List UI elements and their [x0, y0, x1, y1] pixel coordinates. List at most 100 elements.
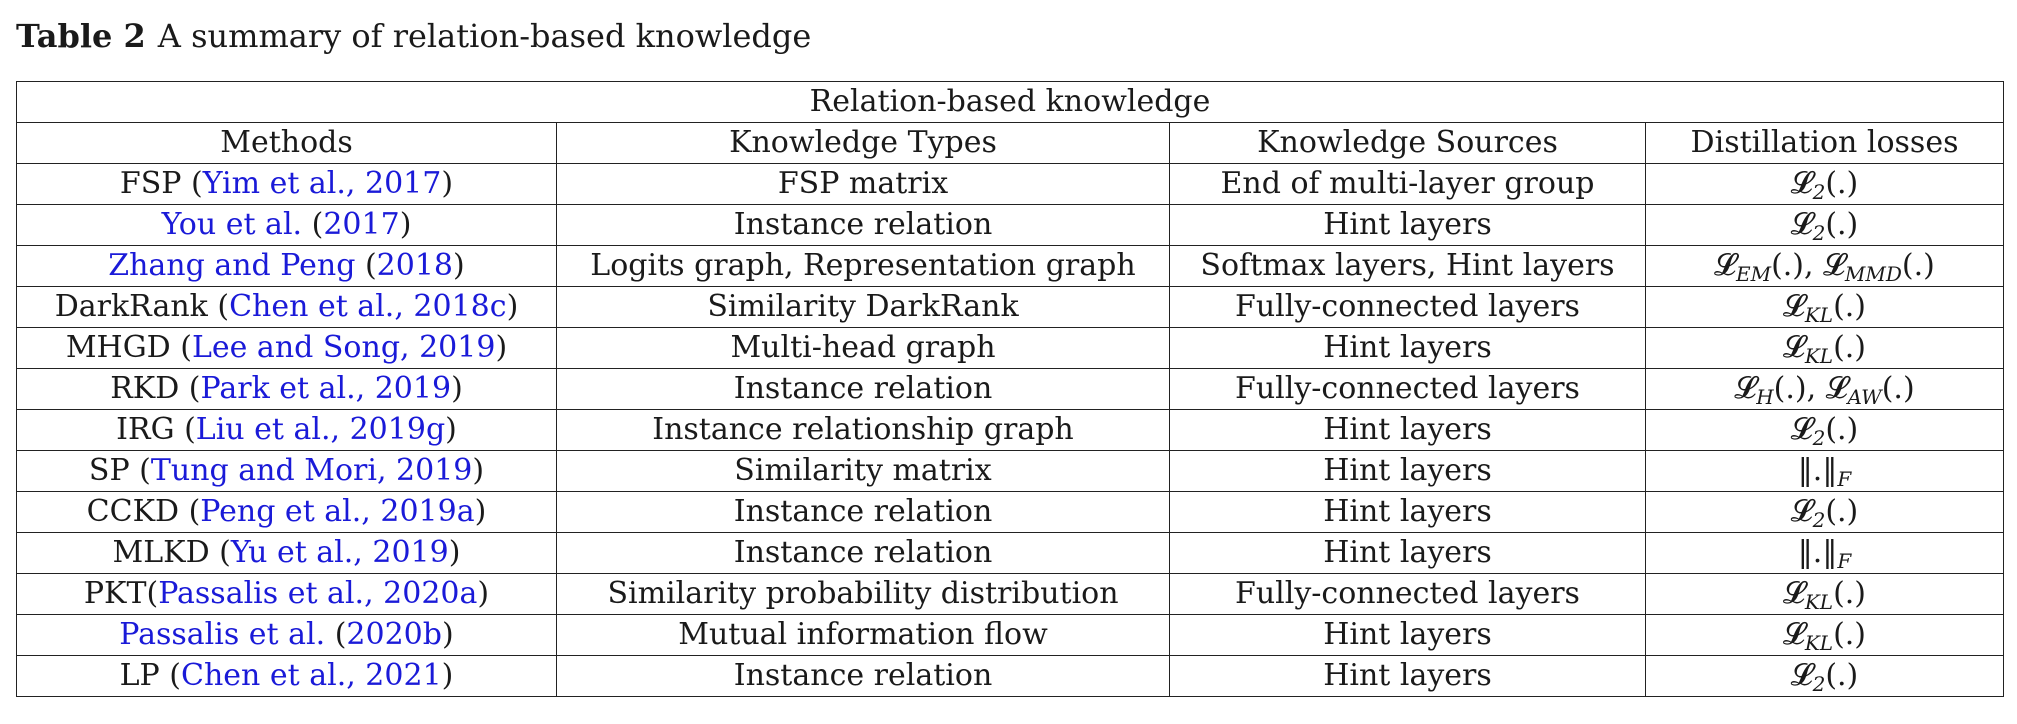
knowledge-type-cell: Instance relation	[556, 204, 1170, 246]
method-suffix: )	[477, 576, 490, 611]
distillation-loss-cell: 𝓛H(.), 𝓛AW(.)	[1644, 368, 2005, 410]
knowledge-source-cell: Fully-connected layers	[1169, 286, 1646, 328]
method-cell: PKT(Passalis et al., 2020a)	[16, 573, 557, 615]
citation-link[interactable]: Passalis et al., 2020a	[158, 576, 478, 611]
column-header-row: Methods Knowledge Types Knowledge Source…	[16, 122, 2005, 164]
knowledge-source-cell: Hint layers	[1169, 204, 1646, 246]
method-cell: You et al. (2017)	[16, 204, 557, 246]
distillation-loss-cell: 𝓛KL(.)	[1644, 286, 2005, 328]
distillation-loss-cell: 𝓛EM(.), 𝓛MMD(.)	[1644, 245, 2005, 287]
knowledge-type-cell: FSP matrix	[556, 163, 1170, 205]
method-separator: (	[325, 617, 347, 652]
method-suffix: )	[495, 330, 508, 365]
distillation-loss-cell: 𝓛2(.)	[1644, 655, 2005, 697]
method-suffix: )	[441, 617, 454, 652]
citation-year-link[interactable]: 2020b	[346, 617, 442, 652]
method-name: DarkRank (	[54, 289, 230, 324]
method-name: SP (	[88, 453, 151, 488]
knowledge-source-cell: Fully-connected layers	[1169, 368, 1646, 410]
knowledge-source-cell: Hint layers	[1169, 327, 1646, 369]
distillation-loss-cell: 𝓛KL(.)	[1644, 573, 2005, 615]
column-header-knowledge-sources: Knowledge Sources	[1169, 122, 1646, 164]
group-header-row: Relation-based knowledge	[15, 81, 2005, 123]
method-suffix: )	[451, 371, 463, 406]
method-suffix: )	[448, 535, 461, 570]
table-row: You et al. (2017) Instance relation Hint l…	[16, 204, 2005, 246]
method-cell: RKD (Park et al., 2019)	[16, 368, 557, 410]
method-name: MHGD (	[65, 330, 192, 365]
knowledge-type-cell: Instance relation	[556, 491, 1170, 533]
method-suffix: )	[445, 412, 457, 447]
group-header: Relation-based knowledge	[15, 81, 2005, 123]
knowledge-source-cell: Hint layers	[1169, 450, 1646, 492]
citation-link[interactable]: Chen et al., 2018c	[229, 289, 507, 324]
table-row: MLKD (Yu et al., 2019) Instance relation H…	[16, 532, 2005, 574]
table-row: FSP (Yim et al., 2017) FSP matrix End of m…	[16, 163, 2005, 205]
citation-link[interactable]: Lee and Song, 2019	[191, 330, 496, 365]
knowledge-source-cell: Fully-connected layers	[1169, 573, 1646, 615]
method-name: CCKD (	[86, 494, 201, 529]
distillation-loss-cell: ‖.‖F	[1644, 532, 2005, 574]
knowledge-type-cell: Logits graph, Representation graph	[556, 245, 1170, 287]
table-row: CCKD (Peng et al., 2019a) Instance relati…	[16, 491, 2005, 533]
table-row: RKD (Park et al., 2019) Instance relation…	[16, 368, 2005, 410]
citation-link[interactable]: Yu et al., 2019	[230, 535, 449, 570]
table-caption-text: A summary of relation-based knowledge	[157, 17, 812, 55]
method-suffix: )	[453, 248, 465, 283]
citation-link[interactable]: Park et al., 2019	[200, 371, 452, 406]
method-name: IRG (	[116, 412, 196, 447]
knowledge-source-cell: Hint layers	[1169, 532, 1646, 574]
method-suffix: )	[472, 453, 485, 488]
knowledge-type-cell: Instance relation	[556, 532, 1170, 574]
column-header-methods: Methods	[16, 122, 557, 164]
table-row: Passalis et al. (2020b) Mutual informatio…	[16, 614, 2005, 656]
citation-year-link[interactable]: 2017	[323, 207, 400, 242]
knowledge-type-cell: Similarity matrix	[556, 450, 1170, 492]
table-row: SP (Tung and Mori, 2019) Similarity matri…	[16, 450, 2005, 492]
citation-link[interactable]: Liu et al., 2019g	[195, 412, 446, 447]
method-cell: FSP (Yim et al., 2017)	[16, 163, 557, 205]
table-number: Table 2	[16, 17, 146, 55]
table-row: DarkRank (Chen et al., 2018c) Similarity …	[16, 286, 2005, 328]
method-suffix: )	[441, 658, 454, 693]
distillation-loss-cell: 𝓛2(.)	[1644, 409, 2005, 451]
method-name: RKD (	[110, 371, 201, 406]
knowledge-source-cell: Hint layers	[1169, 655, 1646, 697]
table-row: Zhang and Peng (2018) Logits graph, Repre…	[16, 245, 2005, 287]
method-cell: MHGD (Lee and Song, 2019)	[16, 327, 557, 369]
knowledge-source-cell: End of multi-layer group	[1169, 163, 1646, 205]
method-cell: LP (Chen et al., 2021)	[16, 655, 557, 697]
citation-link[interactable]: Yim et al., 2017	[202, 166, 442, 201]
column-header-distillation-losses: Distillation losses	[1644, 122, 2005, 164]
column-header-knowledge-types: Knowledge Types	[556, 122, 1170, 164]
knowledge-type-cell: Instance relationship graph	[556, 409, 1170, 451]
knowledge-source-cell: Hint layers	[1169, 491, 1646, 533]
relation-knowledge-table: Relation-based knowledge Methods Knowled…	[15, 81, 2005, 697]
distillation-loss-cell: 𝓛KL(.)	[1644, 327, 2005, 369]
method-cell: SP (Tung and Mori, 2019)	[16, 450, 557, 492]
distillation-loss-cell: 𝓛2(.)	[1644, 204, 2005, 246]
citation-link[interactable]: Peng et al., 2019a	[200, 494, 475, 529]
knowledge-source-cell: Hint layers	[1169, 614, 1646, 656]
distillation-loss-cell: 𝓛2(.)	[1644, 491, 2005, 533]
knowledge-type-cell: Similarity probability distribution	[556, 573, 1170, 615]
citation-link[interactable]: Chen et al., 2021	[180, 658, 442, 693]
citation-link[interactable]: Zhang and Peng	[108, 248, 356, 283]
table-row: LP (Chen et al., 2021) Instance relation H…	[16, 655, 2005, 697]
method-suffix: )	[399, 207, 412, 242]
method-name: PKT(	[83, 576, 159, 611]
citation-link[interactable]: You et al.	[161, 207, 303, 242]
distillation-loss-cell: 𝓛2(.)	[1644, 163, 2005, 205]
method-cell: CCKD (Peng et al., 2019a)	[16, 491, 557, 533]
table-row: MHGD (Lee and Song, 2019) Multi-head grap…	[16, 327, 2005, 369]
distillation-loss-cell: ‖.‖F	[1644, 450, 2005, 492]
method-separator: (	[302, 207, 324, 242]
knowledge-type-cell: Similarity DarkRank	[556, 286, 1170, 328]
method-suffix: )	[506, 289, 519, 324]
citation-link[interactable]: Tung and Mori, 2019	[150, 453, 473, 488]
method-name: LP (	[119, 658, 181, 693]
citation-link[interactable]: Passalis et al.	[119, 617, 326, 652]
citation-year-link[interactable]: 2018	[376, 248, 454, 283]
method-cell: MLKD (Yu et al., 2019)	[16, 532, 557, 574]
table-body: FSP (Yim et al., 2017) FSP matrix End of m…	[16, 163, 2005, 697]
